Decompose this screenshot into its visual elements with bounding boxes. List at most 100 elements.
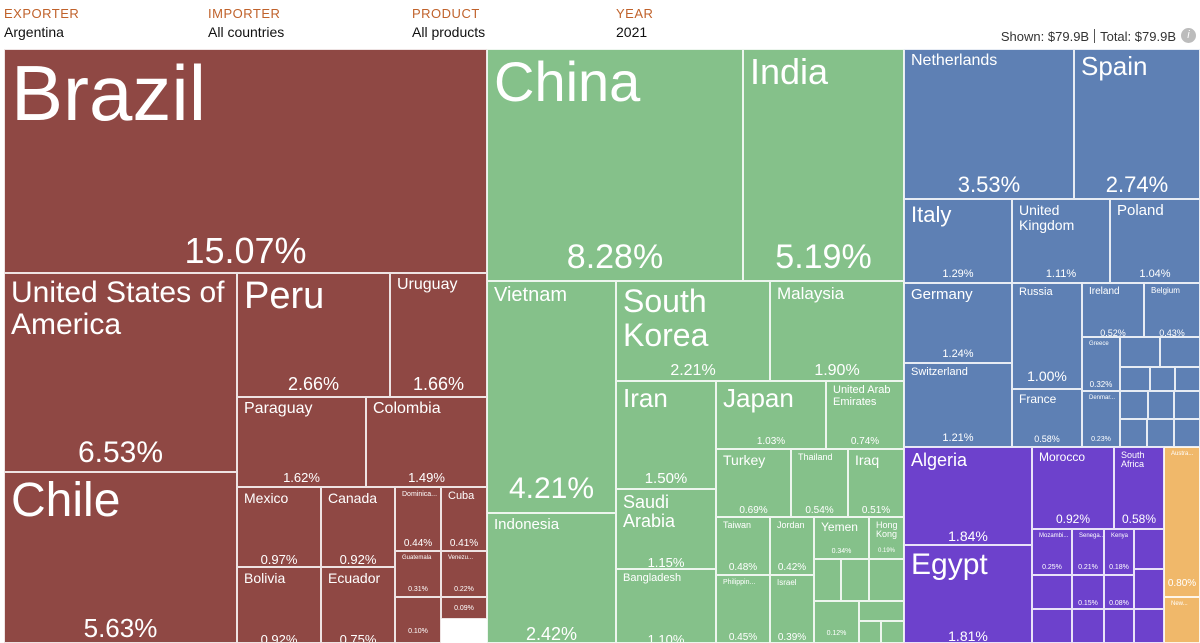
treemap-tile-malaysia[interactable]: Malaysia 1.90% (770, 281, 904, 381)
treemap-tile-small[interactable] (1120, 391, 1148, 419)
treemap-tile-germany[interactable]: Germany 1.24% (904, 283, 1012, 363)
treemap-tile-netherlands[interactable]: Netherlands 3.53% (904, 49, 1074, 199)
treemap-tile-colombia[interactable]: Colombia 1.49% (366, 397, 487, 487)
treemap-tile-poland[interactable]: Poland 1.04% (1110, 199, 1200, 283)
treemap-tile-iran[interactable]: Iran 1.50% (616, 381, 716, 489)
treemap-tile-small[interactable]: 0.09% (441, 597, 487, 619)
treemap-tile-switzerland[interactable]: Switzerland 1.21% (904, 363, 1012, 447)
treemap-tile-india[interactable]: India 5.19% (743, 49, 904, 281)
treemap-tile-denmar[interactable]: Denmar... 0.23% (1082, 391, 1120, 447)
treemap-tile-mozambi[interactable]: Mozambi... 0.25% (1032, 529, 1072, 575)
treemap-tile-small[interactable] (1120, 337, 1160, 367)
exporter-selector[interactable]: EXPORTER Argentina (4, 6, 79, 40)
treemap-tile-peru[interactable]: Peru 2.66% (237, 273, 390, 397)
treemap-tile-united-states-of-america[interactable]: United States of America 6.53% (4, 273, 237, 472)
treemap-tile-egypt[interactable]: Egypt 1.81% (904, 545, 1032, 643)
tile-share-label: 0.31% (408, 586, 428, 593)
treemap-tile-greece[interactable]: Greece 0.32% (1082, 337, 1120, 391)
treemap-tile-small[interactable]: 0.08% (1104, 575, 1134, 609)
treemap-tile-austra[interactable]: Austra... 0.80% (1164, 447, 1200, 597)
treemap-tile-cuba[interactable]: Cuba 0.41% (441, 487, 487, 551)
treemap-tile-russia[interactable]: Russia 1.00% (1012, 283, 1082, 389)
treemap-tile-united-arab-emirates[interactable]: United Arab Emirates 0.74% (826, 381, 904, 449)
treemap-tile-small[interactable] (1174, 391, 1200, 419)
treemap-tile-small[interactable] (1150, 367, 1175, 391)
treemap-tile-small[interactable]: 0.12% (814, 601, 859, 643)
treemap-tile-new[interactable]: New... (1164, 597, 1200, 643)
treemap-tile-uruguay[interactable]: Uruguay 1.66% (390, 273, 487, 397)
treemap-tile-paraguay[interactable]: Paraguay 1.62% (237, 397, 366, 487)
importer-value[interactable]: All countries (208, 24, 285, 40)
treemap-tile-small[interactable]: 0.15% (1072, 575, 1104, 609)
treemap-tile-bangladesh[interactable]: Bangladesh 1.10% (616, 569, 716, 643)
treemap-tile-small[interactable] (1032, 609, 1072, 643)
treemap-tile-indonesia[interactable]: Indonesia 2.42% (487, 513, 616, 643)
treemap-tile-vietnam[interactable]: Vietnam 4.21% (487, 281, 616, 513)
treemap-tile-yemen[interactable]: Yemen 0.34% (814, 517, 869, 559)
treemap-tile-south-korea[interactable]: South Korea 2.21% (616, 281, 770, 381)
treemap-tile-hong-kong[interactable]: Hong Kong 0.19% (869, 517, 904, 559)
exporter-value[interactable]: Argentina (4, 24, 64, 40)
treemap-tile-guatemala[interactable]: Guatemala 0.31% (395, 551, 441, 597)
treemap-tile-small[interactable] (859, 601, 904, 621)
treemap-tile-belgium[interactable]: Belgium 0.43% (1144, 283, 1200, 337)
treemap-tile-ireland[interactable]: Ireland 0.52% (1082, 283, 1144, 337)
treemap-tile-small[interactable] (1134, 529, 1164, 569)
treemap-tile-small[interactable] (1134, 609, 1164, 643)
treemap-tile-small[interactable] (814, 559, 841, 601)
treemap-tile-thailand[interactable]: Thailand 0.54% (791, 449, 848, 517)
info-icon[interactable]: i (1181, 28, 1196, 43)
treemap-tile-small[interactable]: 0.10% (395, 597, 441, 643)
treemap-tile-brazil[interactable]: Brazil 15.07% (4, 49, 487, 273)
tile-country-label: Venezu... (448, 555, 474, 561)
treemap-tile-dominica[interactable]: Dominica... 0.44% (395, 487, 441, 551)
treemap-tile-turkey[interactable]: Turkey 0.69% (716, 449, 791, 517)
treemap-tile-small[interactable] (841, 559, 869, 601)
treemap-tile-taiwan[interactable]: Taiwan 0.48% (716, 517, 770, 575)
treemap-tile-canada[interactable]: Canada 0.92% (321, 487, 395, 567)
tile-share-label: 4.21% (508, 472, 595, 505)
treemap-tile-small[interactable] (869, 559, 904, 601)
treemap-tile-small[interactable] (1175, 367, 1200, 391)
treemap-tile-mexico[interactable]: Mexico 0.97% (237, 487, 321, 567)
treemap-tile-south-africa[interactable]: South Africa 0.58% (1114, 447, 1164, 529)
treemap-tile-small[interactable] (1147, 419, 1174, 447)
tile-share-label: 0.10% (408, 628, 428, 635)
treemap-tile-france[interactable]: France 0.58% (1012, 389, 1082, 447)
year-selector[interactable]: YEAR 2021 (616, 6, 653, 40)
treemap-tile-japan[interactable]: Japan 1.03% (716, 381, 826, 449)
treemap-tile-small[interactable] (881, 621, 904, 643)
treemap-tile-united-kingdom[interactable]: United Kingdom 1.11% (1012, 199, 1110, 283)
treemap-tile-small[interactable] (1072, 609, 1104, 643)
treemap-tile-small[interactable] (1120, 367, 1150, 391)
tile-share-label: 1.15% (647, 555, 685, 569)
treemap-tile-small[interactable] (1104, 609, 1134, 643)
treemap-tile-senega[interactable]: Senega... 0.21% (1072, 529, 1104, 575)
treemap-tile-small[interactable] (1120, 419, 1147, 447)
treemap-tile-philippin[interactable]: Philippin... 0.45% (716, 575, 770, 643)
product-value[interactable]: All products (412, 24, 486, 40)
treemap-tile-small[interactable] (859, 621, 881, 643)
treemap-tile-saudi-arabia[interactable]: Saudi Arabia 1.15% (616, 489, 716, 569)
treemap-tile-spain[interactable]: Spain 2.74% (1074, 49, 1200, 199)
product-selector[interactable]: PRODUCT All products (412, 6, 485, 40)
treemap-tile-small[interactable] (1134, 569, 1164, 609)
year-value[interactable]: 2021 (616, 24, 648, 40)
treemap-tile-ecuador[interactable]: Ecuador 0.75% (321, 567, 395, 643)
treemap-tile-jordan[interactable]: Jordan 0.42% (770, 517, 814, 575)
treemap-tile-venezu[interactable]: Venezu... 0.22% (441, 551, 487, 597)
treemap-tile-iraq[interactable]: Iraq 0.51% (848, 449, 904, 517)
treemap-tile-small[interactable] (1148, 391, 1174, 419)
treemap-tile-morocco[interactable]: Morocco 0.92% (1032, 447, 1114, 529)
treemap-tile-small[interactable] (1174, 419, 1200, 447)
treemap-tile-small[interactable] (1032, 575, 1072, 609)
treemap-tile-italy[interactable]: Italy 1.29% (904, 199, 1012, 283)
treemap-tile-kenya[interactable]: Kenya 0.18% (1104, 529, 1134, 575)
treemap-tile-small[interactable] (1160, 337, 1200, 367)
treemap-tile-chile[interactable]: Chile 5.63% (4, 472, 237, 643)
treemap-tile-algeria[interactable]: Algeria 1.84% (904, 447, 1032, 545)
treemap-tile-china[interactable]: China 8.28% (487, 49, 743, 281)
treemap-tile-bolivia[interactable]: Bolivia 0.92% (237, 567, 321, 643)
importer-selector[interactable]: IMPORTER All countries (208, 6, 284, 40)
treemap-tile-israel[interactable]: Israel 0.39% (770, 575, 814, 643)
